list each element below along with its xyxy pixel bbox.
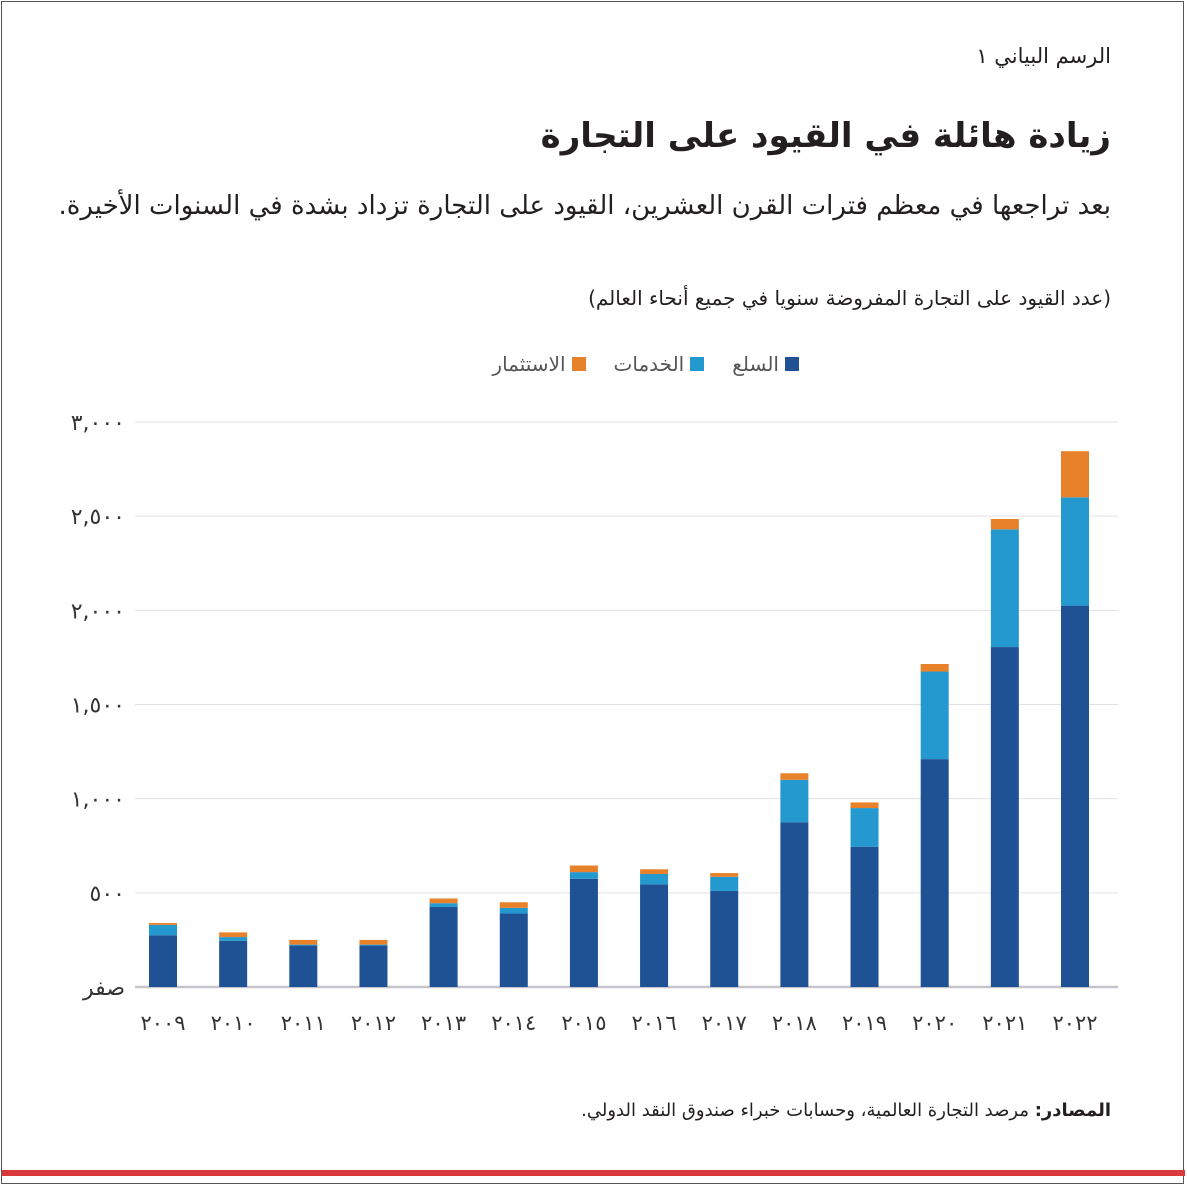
bar-segment-services [710,876,739,891]
y-tick-label: ١,٥٠٠ [71,694,125,719]
bar-segment-investment [710,873,739,877]
bar-segment-services [149,924,177,936]
bar-segment-services [219,937,248,941]
bar-segment-goods [850,846,879,987]
bar-segment-investment [499,902,528,908]
legend-swatch [785,357,799,371]
x-tick-label: ٢٠٢٢ [1052,1011,1097,1035]
chart-note: (عدد القيود على التجارة المفروضة سنويا ف… [588,286,1111,310]
bar-segment-goods [710,890,739,987]
legend-swatch [690,357,705,371]
x-tick-label: ٢٠١١ [281,1011,326,1035]
bar-segment-services [289,944,318,946]
bar-segment-services [640,874,669,885]
x-tick-label: ٢٠١٢ [351,1011,396,1035]
bar-segment-services [359,944,388,946]
legend-label: السلع [732,352,779,376]
source-note: المصادر: مرصد التجارة العالمية، وحسابات … [581,1100,1111,1121]
bar-segment-investment [780,773,809,780]
y-tick-label: ٢,٠٠٠ [71,599,125,624]
bar-segment-services [780,779,809,823]
x-tick-label: ٢٠١٣ [421,1011,466,1035]
x-tick-label: ٢٠١٨ [772,1011,817,1035]
x-tick-label: ٢٠١٤ [491,1011,536,1035]
bar-segment-investment [359,939,388,945]
bar-segment-goods [219,940,248,987]
bar-segment-investment [920,664,949,672]
bar-segment-goods [429,906,458,987]
bar-segment-investment [289,939,318,945]
bar-segment-services [850,808,879,847]
legend-swatch [571,357,586,371]
x-tick-label: ٢٠١٩ [842,1011,887,1035]
bar-segment-goods [149,935,177,987]
bar-segment-services [1061,497,1089,606]
bar-segment-goods [920,759,949,987]
y-tick-label: ١,٠٠٠ [71,788,125,813]
bar-segment-services [429,903,458,907]
x-tick-label: ٢٠٠٩ [140,1011,185,1035]
y-tick-label: ٣,٠٠٠ [71,411,125,436]
bar-segment-services [920,671,949,760]
x-tick-label: ٢٠١٥ [561,1011,606,1035]
bar-segment-goods [359,945,388,987]
bar-segment-goods [499,913,528,987]
bar-segment-investment [149,922,177,925]
y-tick-label: ٢,٥٠٠ [71,505,125,530]
bar-segment-goods [289,945,318,987]
bar-segment-services [569,872,598,879]
x-tick-label: ٢٠٢٠ [912,1011,957,1035]
x-tick-label: ٢٠١٧ [702,1011,747,1035]
legend-item-goods: السلع [732,352,799,376]
x-tick-label: ٢٠٢١ [982,1011,1027,1035]
bar-segment-investment [990,518,1019,530]
bar-segment-goods [1061,605,1089,987]
x-tick-label: ٢٠١٠ [211,1011,256,1035]
figure-label: الرسم البياني ١ [976,44,1111,68]
bar-segment-investment [1061,451,1089,498]
accent-bar [2,1170,1185,1176]
bar-segment-investment [429,898,458,904]
legend-label: الاستثمار [492,352,566,376]
source-text: مرصد التجارة العالمية، وحسابات خبراء صند… [581,1100,1035,1121]
bar-segment-goods [640,884,669,987]
chart-subtitle: بعد تراجعها في معظم فترات القرن العشرين،… [58,191,1111,221]
chart-title: زيادة هائلة في القيود على التجارة [540,116,1111,156]
bar-segment-goods [569,878,598,987]
y-tick-label: صفر [82,976,125,1001]
bar-segment-services [499,907,528,914]
bar-segment-services [990,529,1019,648]
bar-segment-investment [569,865,598,873]
bar-segment-investment [850,802,879,809]
y-tick-label: ٥٠٠ [90,882,125,907]
bar-segment-investment [640,869,669,874]
legend-item-investment: الاستثمار [492,352,586,376]
bar-segment-investment [219,932,248,938]
legend-item-services: الخدمات [614,352,705,376]
bar-segment-goods [780,822,809,987]
x-tick-label: ٢٠١٦ [632,1011,677,1035]
legend-label: الخدمات [613,352,685,376]
source-label: المصادر: [1034,1100,1111,1121]
legend: السلع الخدمات الاستثمار [492,352,799,376]
bar-segment-goods [990,647,1019,987]
